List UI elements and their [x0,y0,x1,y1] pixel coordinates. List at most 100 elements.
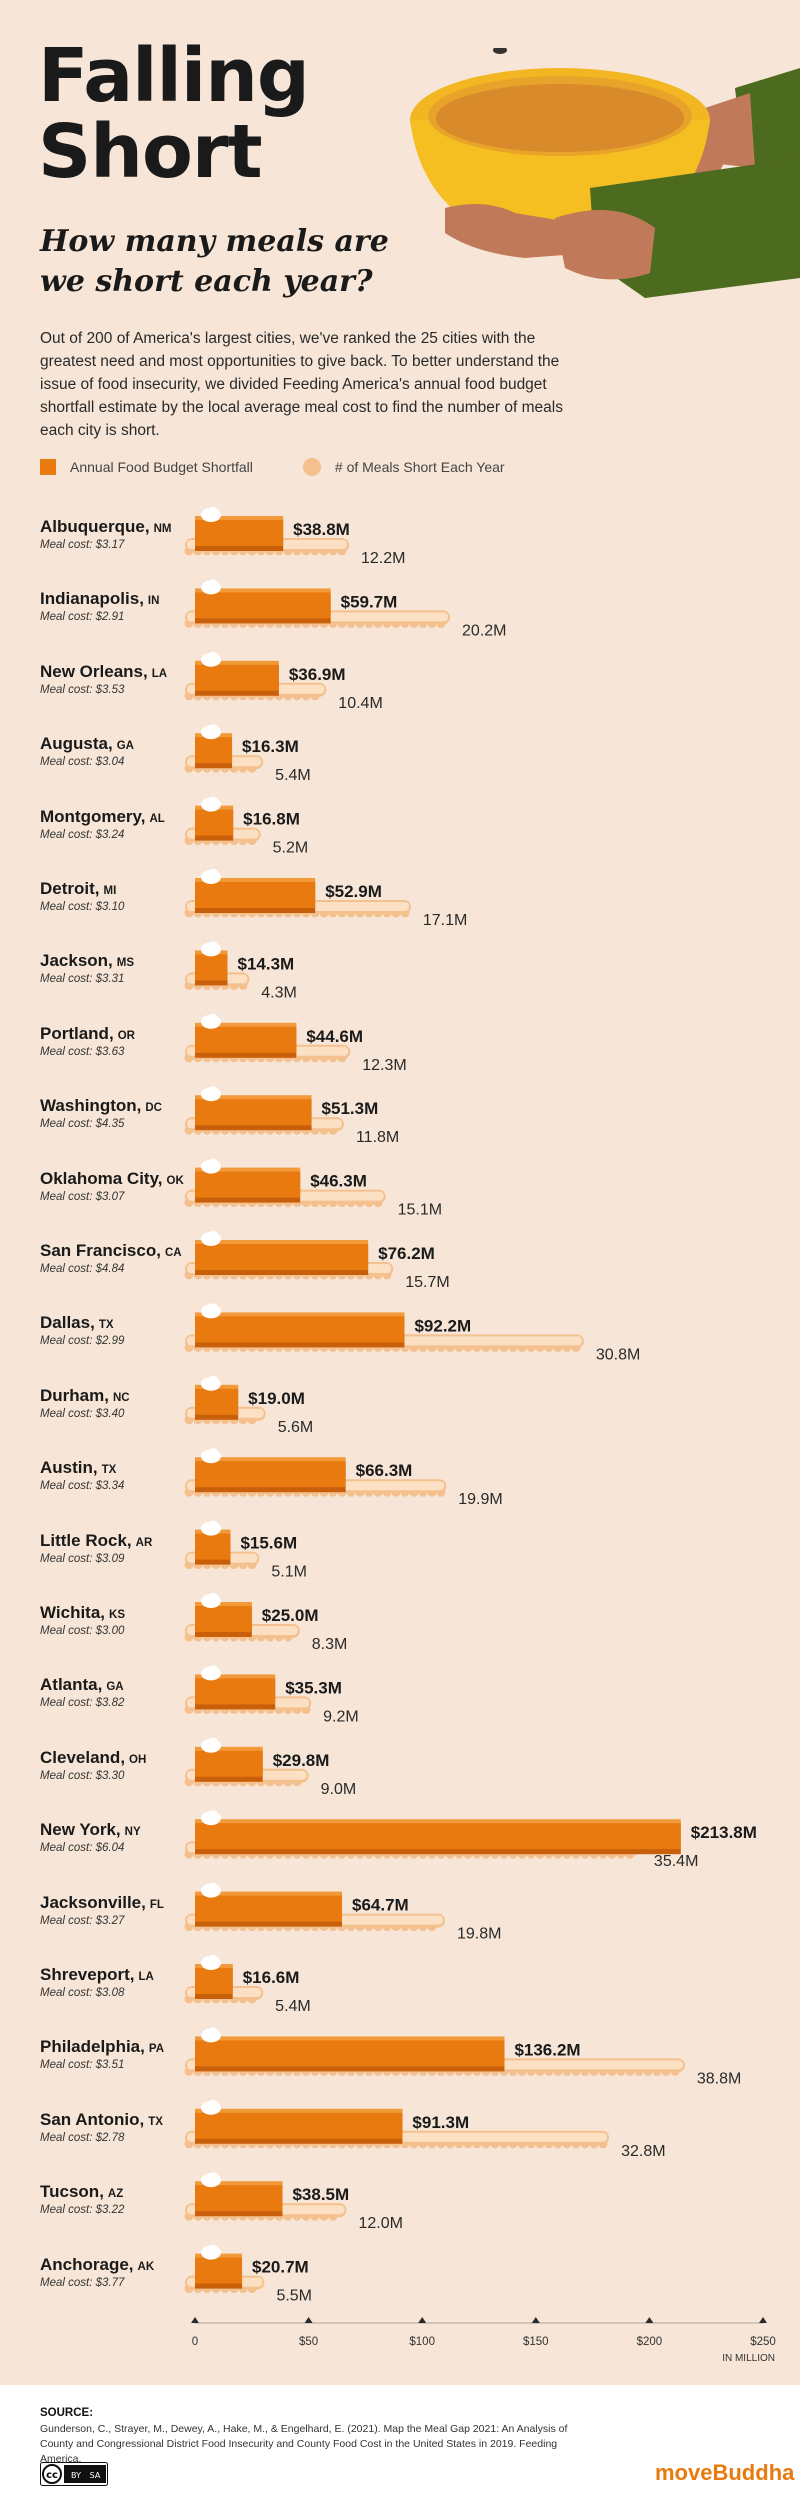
city-name: Portland, OR [40,1023,135,1043]
city-name: Wichita, KS [40,1603,126,1622]
shortfall-bar-top [195,1746,263,1751]
shortfall-bar-top [195,1819,681,1824]
meals-value-label: 5.4M [275,1998,311,2015]
meal-cost: Meal cost: $3.24 [40,828,125,841]
meals-value-label: 20.2M [462,622,506,639]
meal-cost: Meal cost: $3.51 [40,2059,125,2072]
whipped-cream-top [208,1086,218,1095]
shortfall-bar [195,1314,405,1343]
city-name: Oklahoma City, OK [40,1168,184,1188]
shortfall-value-label: $16.6M [243,1968,300,1987]
city-name-text: San Francisco [40,1241,157,1260]
city-name-text: New Orleans [40,661,143,681]
shortfall-value-label: $92.2M [414,1316,471,1335]
shortfall-bar [195,1821,681,1850]
x-axis-unit-label: IN MILLION [722,2353,775,2364]
meals-value-label: 12.3M [362,1057,406,1074]
meal-cost: Meal cost: $3.77 [40,2276,125,2289]
city-name: Philadelphia, PA [40,2037,164,2057]
x-axis-tick [304,2317,313,2323]
city-name-text: Detroit [40,879,95,898]
x-tick-label: $200 [637,2336,663,2348]
meals-value-label: 5.2M [273,840,309,857]
whipped-cream-top [208,724,218,733]
meals-value-label: 5.1M [271,1564,307,1581]
shortfall-bar-top [195,1674,276,1679]
chart-legend: Annual Food Budget Shortfall # of Meals … [40,456,505,478]
meals-value-label: 35.4M [654,1853,698,1870]
shortfall-bar [195,952,228,981]
city-name-text: Oklahoma City [40,1168,158,1188]
whipped-cream-top [208,1665,218,1674]
city-name: Shreveport, LA [40,1965,154,1984]
city-state-text: NY [124,1826,141,1839]
shortfall-value-label: $91.3M [412,2113,469,2132]
city-name-text: Tucson [40,2182,100,2202]
whipped-cream-top [208,869,218,877]
shortfall-bar-top [195,1312,405,1317]
whipped-cream-top [208,1303,218,1312]
meals-value-label: 15.1M [398,1202,442,1219]
city-state-text: GA [116,740,134,753]
shortfall-bar [195,518,284,546]
meals-value-label: 9.2M [323,1708,359,1725]
whipped-cream-top [208,1810,218,1819]
shortfall-bar [195,1097,312,1126]
city-state-text: PA [148,2043,164,2056]
city-name: New York, NY [40,1820,141,1840]
shortfall-bar [195,1024,297,1053]
shortfall-bar [195,1604,252,1632]
city-name: Jackson, MS [40,951,135,971]
shortfall-bar-top [195,660,279,665]
city-name-text: Jackson [40,951,109,971]
city-state-text: LA [138,1971,154,1983]
city-name-text: Indianapolis [40,589,140,609]
whipped-cream-top [208,2244,218,2253]
meal-cost: Meal cost: $3.04 [40,756,125,769]
meal-cost: Meal cost: $3.22 [40,2204,125,2217]
city-name-text: Shreveport [40,1965,130,1984]
city-name: Little Rock, AR [40,1530,153,1550]
shortfall-bar [195,807,234,836]
whipped-cream-top [208,2172,218,2181]
x-tick-label: $100 [409,2336,435,2348]
shortfall-bar-top [195,1602,252,1606]
shortfall-bar [195,1459,346,1488]
x-tick-label: $50 [299,2336,318,2348]
meal-cost: Meal cost: $6.04 [40,1842,125,1855]
legend-swatch-shortfall [40,459,56,475]
meals-value-label: 5.5M [276,2288,312,2305]
shortfall-bar-top [195,2181,283,2186]
shortfall-value-label: $16.8M [243,810,300,829]
city-name: Durham, NC [40,1385,130,1405]
whipped-cream-top [208,1231,218,1239]
shortfall-bar [195,880,316,908]
city-name-text: New York [40,1820,116,1840]
whipped-cream-top [208,1882,218,1891]
shortfall-bar-top [195,1891,342,1896]
city-state-text: FL [149,1898,164,1911]
shortfall-bar [195,2255,243,2284]
city-name-text: Cleveland [40,1747,121,1767]
whipped-cream-top [208,579,218,588]
city-name-text: Augusta [40,734,108,754]
meal-cost: Meal cost: $3.17 [40,539,125,551]
shortfall-value-label: $29.8M [273,1751,330,1770]
meals-value-label: 8.3M [312,1636,348,1653]
meals-value-label: 9.0M [321,1781,357,1798]
meals-value-label: 38.8M [697,2070,741,2087]
city-state-text: LA [151,667,168,680]
shortfall-bar-top [195,588,331,593]
city-state-text: AR [135,1536,153,1549]
brand-logo: moveBuddha [655,2460,795,2485]
intro-text: Out of 200 of America's largest cities, … [40,330,563,439]
city-name: Anchorage, AK [40,2254,155,2274]
legend-swatch-meals [302,458,321,476]
city-state-text: AZ [107,2188,124,2201]
meal-cost: Meal cost: $3.09 [40,1552,125,1565]
meals-value-label: 4.3M [261,984,297,1001]
city-state-text: TX [98,1319,114,1332]
whipped-cream-top [208,1375,218,1384]
shortfall-value-label: $35.3M [285,1678,342,1697]
